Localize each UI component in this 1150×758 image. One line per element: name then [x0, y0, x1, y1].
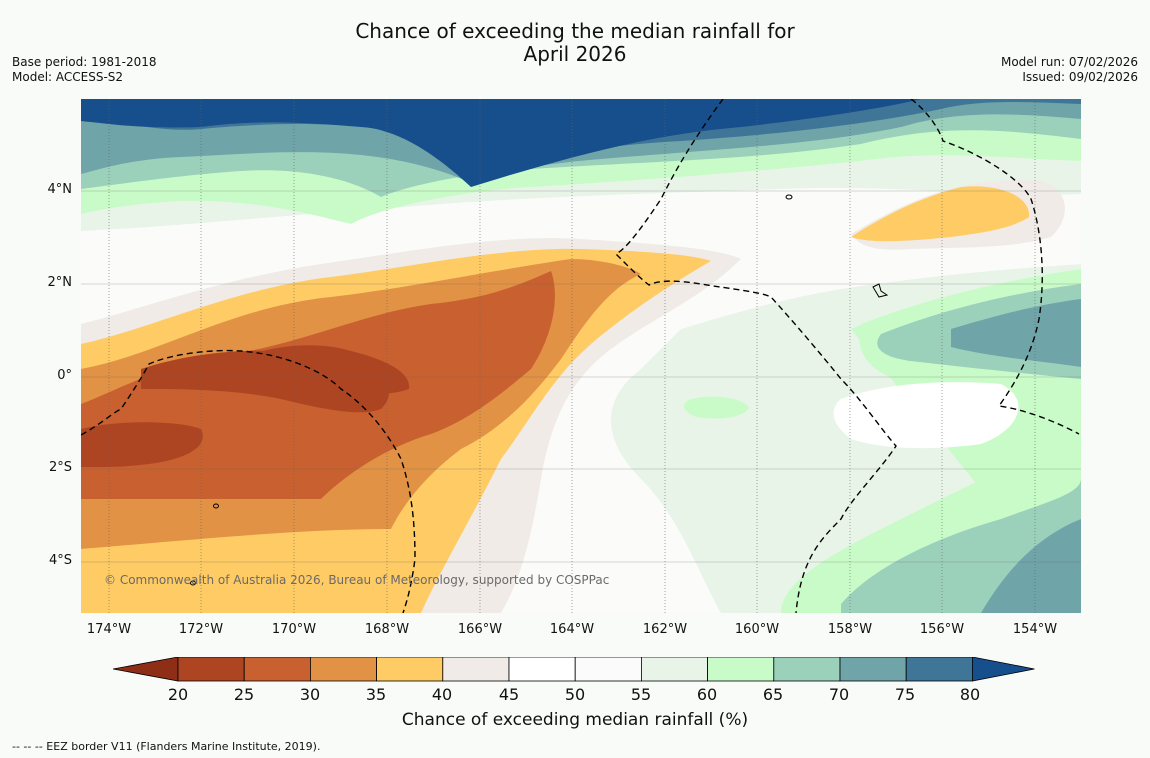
lon-label-156w: 156°W — [919, 622, 965, 637]
colorbar-svg — [112, 656, 1035, 682]
lat-label-4n: 4°N — [47, 182, 73, 197]
colorbar-segment — [243, 656, 311, 682]
colorbar-segment — [177, 656, 245, 682]
meta-left: Base period: 1981-2018 Model: ACCESS-S2 — [12, 55, 157, 85]
lon-label-158w: 158°W — [827, 622, 873, 637]
lon-label-154w: 154°W — [1012, 622, 1058, 637]
colorbar-segment — [641, 656, 709, 682]
colorbar-tick-35: 35 — [365, 685, 387, 704]
colorbar-segment — [905, 656, 973, 682]
copyright-notice: © Commonwealth of Australia 2026, Bureau… — [104, 573, 610, 587]
colorbar-tick-20: 20 — [167, 685, 189, 704]
colorbar-tick-80: 80 — [959, 685, 981, 704]
base-period: Base period: 1981-2018 — [12, 55, 157, 69]
colorbar-tick-30: 30 — [299, 685, 321, 704]
colorbar-label: Chance of exceeding median rainfall (%) — [401, 710, 749, 730]
colorbar-tick-60: 60 — [696, 685, 718, 704]
moist-spot — [684, 396, 749, 419]
lat-label-4s: 4°S — [48, 553, 72, 568]
lon-label-166w: 166°W — [457, 622, 503, 637]
colorbar-arrow-low — [112, 656, 179, 682]
dry-25 — [81, 422, 203, 468]
colorbar-tick-55: 55 — [630, 685, 652, 704]
issued-date: Issued: 09/02/2026 — [1022, 70, 1138, 84]
map-title-line1: Chance of exceeding the median rainfall … — [355, 19, 795, 43]
map-panel — [81, 99, 1081, 613]
colorbar-segment — [442, 656, 510, 682]
colorbar-segment — [309, 656, 377, 682]
colorbar-tick-70: 70 — [828, 685, 850, 704]
lon-label-164w: 164°W — [549, 622, 595, 637]
gridlines — [81, 99, 1081, 613]
colorbar-segment — [773, 656, 841, 682]
rainfall-map — [81, 99, 1081, 613]
map-title-line2: April 2026 — [523, 42, 627, 66]
colorbar-tick-75: 75 — [894, 685, 916, 704]
eez-borders — [81, 99, 1080, 613]
colorbar-segment — [574, 656, 642, 682]
patch-ne-40 — [851, 186, 1030, 242]
lat-label-2n: 2°N — [47, 275, 73, 290]
colorbar-segment — [839, 656, 907, 682]
moist-75b — [981, 519, 1081, 613]
model-name: Model: ACCESS-S2 — [12, 70, 124, 84]
lat-label-0: 0° — [57, 368, 72, 383]
lon-label-174w: 174°W — [86, 622, 132, 637]
colorbar-segment — [508, 656, 576, 682]
lon-label-170w: 170°W — [271, 622, 317, 637]
model-run: Model run: 07/02/2026 — [1000, 55, 1138, 69]
lon-label-162w: 162°W — [642, 622, 688, 637]
dry-25c — [226, 345, 410, 394]
colorbar-arrow-high — [972, 656, 1035, 682]
band-north-85 — [81, 99, 921, 187]
colorbar-segment — [707, 656, 775, 682]
colorbar-segment — [376, 656, 444, 682]
colorbar-tick-45: 45 — [498, 685, 520, 704]
lat-label-2s: 2°S — [48, 460, 72, 475]
colorbar-tick-25: 25 — [233, 685, 255, 704]
colorbar-tick-50: 50 — [564, 685, 586, 704]
eez-legend: -- -- -- EEZ border V11 (Flanders Marine… — [12, 740, 321, 753]
meta-right: Model run: 07/02/2026 Issued: 09/02/2026 — [1001, 55, 1138, 85]
colorbar-tick-65: 65 — [762, 685, 784, 704]
white-patch — [833, 382, 1019, 449]
colorbar — [112, 656, 1037, 687]
lon-label-160w: 160°W — [734, 622, 780, 637]
dry-south-40 — [81, 546, 261, 613]
colorbar-tick-40: 40 — [431, 685, 453, 704]
moist-75 — [951, 299, 1081, 367]
islands — [190, 194, 889, 586]
lon-label-168w: 168°W — [364, 622, 410, 637]
lon-label-172w: 172°W — [178, 622, 224, 637]
